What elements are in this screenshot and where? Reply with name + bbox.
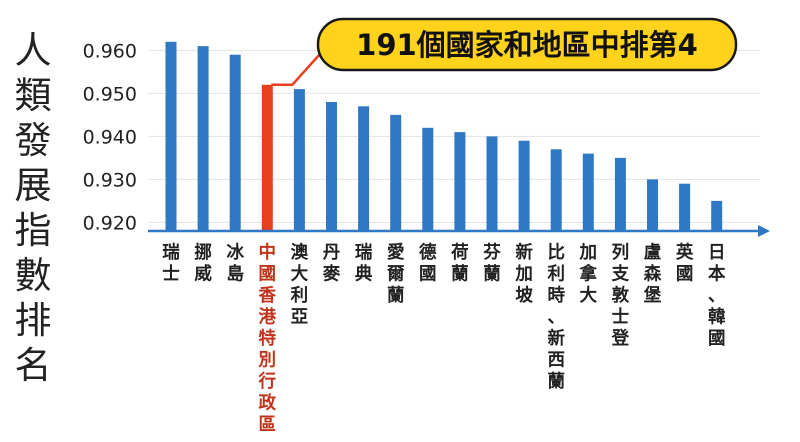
x-axis-arrow	[758, 225, 770, 237]
bar	[582, 153, 594, 231]
bar	[390, 114, 402, 231]
category-label: 日本、韓國	[708, 243, 726, 349]
bar	[197, 46, 209, 231]
category-label: 瑞典	[355, 243, 373, 285]
y-tick-label: 0.950	[83, 83, 137, 105]
bar	[518, 140, 530, 231]
category-label: 澳大利亞	[291, 242, 309, 328]
y-tick-label: 0.930	[83, 169, 137, 191]
category-label: 列支敦士登	[611, 242, 630, 349]
bar	[326, 102, 337, 231]
bar	[229, 54, 241, 232]
category-label: 荷蘭	[450, 242, 469, 285]
bar	[550, 149, 562, 231]
category-label: 冰島	[226, 242, 244, 285]
bar	[647, 179, 658, 231]
category-label: 挪威	[194, 242, 212, 285]
callout-box	[316, 17, 738, 72]
category-label: 比利時、新西蘭	[547, 242, 565, 392]
category-label: 英國	[676, 242, 694, 285]
y-axis-title: 人類發展指數排名	[14, 29, 52, 387]
category-label: 德國	[419, 242, 437, 285]
category-label: 新加坡	[514, 242, 533, 306]
bar	[358, 106, 370, 231]
y-tick-label: 0.940	[83, 126, 137, 148]
bar	[679, 183, 691, 231]
category-label: 愛爾蘭	[386, 242, 405, 306]
bar	[165, 41, 177, 231]
category-label: 丹麥	[322, 243, 341, 285]
bar	[293, 89, 305, 231]
y-tick-label: 0.960	[83, 40, 137, 62]
category-label: 盧森堡	[644, 242, 662, 306]
callout-connector	[271, 53, 321, 87]
category-label: 中國香港特別行政區	[258, 242, 277, 435]
category-label: 瑞士	[162, 243, 180, 285]
bar	[454, 132, 466, 231]
bar	[486, 136, 498, 231]
bar	[422, 127, 434, 231]
category-label: 加拿大	[579, 243, 598, 306]
callout-text: 191個國家和地區中排第4	[356, 28, 698, 62]
bar	[711, 200, 723, 231]
bar	[261, 84, 273, 231]
y-tick-label: 0.920	[83, 212, 137, 234]
bar	[614, 157, 626, 231]
category-label: 芬蘭	[482, 242, 501, 285]
